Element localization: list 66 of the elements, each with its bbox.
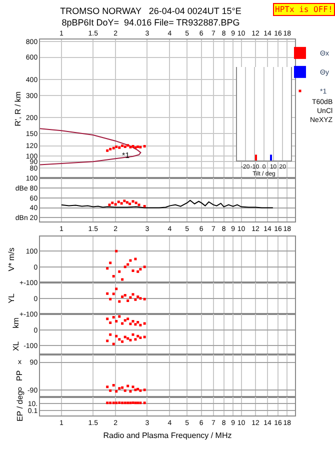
y-axis-title: EP / deg: [16, 390, 25, 422]
point: [106, 340, 109, 342]
point: [126, 337, 130, 340]
point: [109, 333, 112, 336]
point: [132, 293, 134, 296]
point: [109, 322, 112, 324]
point: [134, 298, 137, 301]
point: [115, 288, 118, 290]
point: [129, 322, 132, 326]
point: [143, 298, 146, 300]
point: [121, 278, 124, 281]
point: [139, 268, 142, 270]
y-axis-title: R', R / km: [14, 91, 23, 126]
point: [129, 338, 132, 342]
point: [139, 324, 142, 326]
point: [118, 315, 121, 318]
point: [115, 334, 118, 338]
point: [115, 320, 118, 322]
y-axis-title: PP: [15, 370, 24, 381]
y-axis-title: XL km: [11, 317, 20, 352]
point: [124, 294, 126, 296]
point: [124, 336, 126, 338]
point: [121, 296, 124, 298]
point: [112, 292, 115, 296]
point: [112, 316, 115, 318]
point: [143, 266, 146, 268]
point: [132, 270, 134, 272]
point: [132, 320, 134, 322]
point: [143, 322, 146, 325]
x-axis-title: Radio and Plasma Frequency / MHz: [103, 430, 232, 440]
point: [136, 321, 140, 324]
point: [136, 296, 140, 298]
point: [115, 250, 118, 252]
point: [132, 333, 134, 336]
point: [136, 270, 140, 273]
point: [109, 298, 112, 300]
point: [124, 266, 126, 268]
text: HPTx is OFF!: [275, 5, 333, 14]
point: [139, 336, 142, 339]
point: [118, 338, 121, 341]
point: [129, 296, 132, 299]
point: [134, 258, 137, 260]
point: [126, 263, 130, 266]
y-axis-title: V* m/s: [7, 248, 16, 272]
point: [112, 275, 115, 278]
point: [143, 336, 146, 338]
point: [106, 292, 109, 295]
point: [106, 267, 109, 270]
point: [126, 318, 130, 320]
point: [129, 259, 132, 262]
y-axis-title: YL: [7, 292, 16, 304]
point: [118, 300, 121, 303]
point: [118, 270, 121, 273]
point: [134, 338, 137, 341]
point: [121, 340, 124, 343]
point: [121, 322, 124, 325]
point: [126, 299, 130, 302]
point: [124, 319, 126, 322]
point: [112, 342, 115, 346]
point: [109, 262, 112, 264]
point: [134, 323, 137, 326]
chart-subtitle: 8pBP6It DoY= 94.016 File= TR932887.BPG: [62, 18, 240, 28]
chart-title: TROMSO NORWAY 26-04-04 0024UT 15°E: [60, 6, 242, 16]
point: [106, 318, 109, 320]
point: [139, 297, 142, 300]
point: [136, 334, 140, 338]
